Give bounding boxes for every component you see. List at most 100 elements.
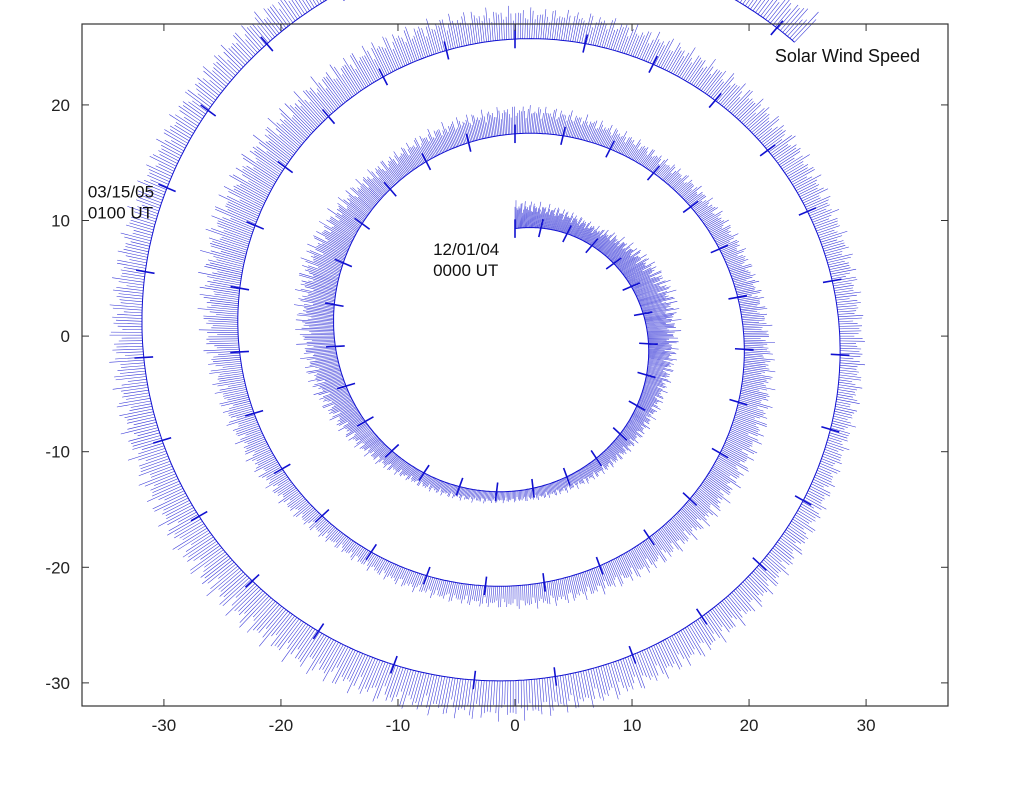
day-marker bbox=[759, 144, 776, 157]
x-tick-label: -10 bbox=[386, 716, 411, 735]
day-marker bbox=[708, 92, 722, 109]
day-marker bbox=[465, 133, 472, 152]
day-marker bbox=[246, 220, 265, 230]
y-tick-label: -20 bbox=[45, 558, 70, 577]
date-annotation-line: 12/01/04 bbox=[433, 240, 499, 259]
day-marker bbox=[752, 557, 767, 571]
day-marker bbox=[455, 477, 464, 496]
x-tick-label: 10 bbox=[623, 716, 642, 735]
day-marker bbox=[695, 608, 708, 625]
day-marker bbox=[622, 282, 641, 291]
day-marker bbox=[728, 294, 748, 300]
day-marker bbox=[537, 218, 544, 238]
day-marker bbox=[798, 207, 817, 216]
date-annotation-line: 0100 UT bbox=[88, 203, 153, 222]
day-marker bbox=[354, 217, 371, 230]
day-marker bbox=[590, 450, 603, 467]
day-marker bbox=[628, 645, 637, 664]
day-marker bbox=[383, 181, 397, 197]
day-marker bbox=[542, 573, 547, 592]
date-annotation: 03/15/05 0100 UT bbox=[88, 182, 154, 222]
day-marker bbox=[729, 398, 748, 406]
day-marker bbox=[562, 467, 571, 486]
day-marker bbox=[384, 443, 400, 458]
y-tick-label: 0 bbox=[61, 327, 70, 346]
day-marker bbox=[682, 200, 699, 214]
day-marker bbox=[314, 508, 330, 523]
day-marker bbox=[553, 667, 558, 686]
day-marker bbox=[612, 427, 628, 441]
day-marker bbox=[637, 371, 656, 379]
day-marker bbox=[422, 566, 431, 585]
day-marker bbox=[483, 576, 488, 596]
day-marker bbox=[230, 350, 249, 354]
day-marker bbox=[356, 416, 374, 427]
date-annotation-line: 0000 UT bbox=[433, 261, 498, 280]
day-marker bbox=[273, 463, 291, 475]
speed-hatching bbox=[109, 0, 866, 722]
x-tick-label: -20 bbox=[269, 716, 294, 735]
y-tick-label: -30 bbox=[45, 674, 70, 693]
day-marker bbox=[821, 425, 840, 433]
date-annotation-line: 03/15/05 bbox=[88, 182, 154, 201]
day-marker bbox=[321, 108, 336, 125]
date-annotation: 12/01/04 0000 UT bbox=[433, 240, 499, 280]
day-marker bbox=[682, 492, 698, 506]
chart-title: Solar Wind Speed bbox=[775, 46, 920, 66]
day-marker bbox=[389, 655, 398, 674]
day-marker bbox=[648, 55, 659, 73]
x-tick-label: 20 bbox=[740, 716, 759, 735]
day-marker bbox=[260, 36, 274, 52]
day-marker bbox=[531, 478, 535, 498]
day-marker bbox=[158, 183, 176, 193]
day-marker bbox=[230, 285, 250, 291]
day-marker bbox=[277, 160, 294, 174]
annotations-layer: 12/01/04 0000 UT 03/15/05 0100 UT bbox=[88, 182, 499, 280]
marks-layer bbox=[109, 0, 866, 722]
day-marker bbox=[830, 353, 850, 357]
day-marker bbox=[794, 495, 812, 506]
day-marker bbox=[336, 382, 356, 390]
x-tick-label: -30 bbox=[152, 716, 177, 735]
day-marker bbox=[595, 556, 604, 575]
day-marker bbox=[562, 225, 572, 243]
day-marker bbox=[421, 152, 432, 171]
day-marker bbox=[605, 257, 622, 270]
day-marker bbox=[443, 41, 450, 60]
day-marker bbox=[560, 126, 566, 146]
day-marker bbox=[134, 356, 154, 359]
day-marker bbox=[822, 278, 842, 284]
x-tick-label: 0 bbox=[510, 716, 519, 735]
y-tick-label: 20 bbox=[51, 96, 70, 115]
day-marker bbox=[325, 345, 345, 348]
day-marker bbox=[585, 238, 599, 254]
day-marker bbox=[582, 34, 589, 53]
day-marker bbox=[135, 269, 155, 275]
day-marker bbox=[643, 529, 655, 546]
day-marker bbox=[628, 400, 646, 411]
y-tick-label: -10 bbox=[45, 443, 70, 462]
day-marker bbox=[639, 342, 658, 346]
day-marker bbox=[378, 68, 389, 86]
day-marker bbox=[418, 464, 430, 482]
day-marker bbox=[633, 311, 653, 317]
day-marker bbox=[770, 20, 784, 36]
day-marker bbox=[190, 510, 208, 522]
day-marker bbox=[734, 347, 754, 351]
x-tick-label: 30 bbox=[857, 716, 876, 735]
day-marker bbox=[334, 258, 353, 268]
day-marker bbox=[711, 447, 729, 459]
day-marker bbox=[244, 409, 264, 417]
day-marker bbox=[494, 482, 499, 501]
day-marker bbox=[646, 165, 661, 181]
day-marker bbox=[365, 543, 378, 561]
day-marker bbox=[200, 104, 217, 117]
day-marker bbox=[244, 573, 260, 588]
ticks-layer: -30 -20 -10 0 10 20 30 20 10 0 -10 -20 -30 bbox=[45, 24, 948, 735]
y-tick-label: 10 bbox=[51, 212, 70, 231]
day-marker bbox=[472, 670, 477, 690]
day-marker bbox=[605, 140, 616, 158]
day-marker bbox=[324, 302, 344, 308]
